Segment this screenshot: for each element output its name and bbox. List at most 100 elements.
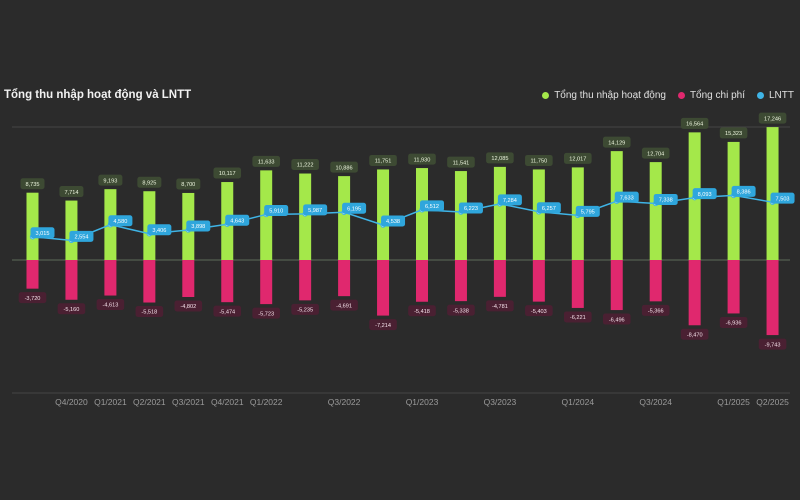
profit-data-label-bg xyxy=(30,227,55,239)
legend-dot-profit xyxy=(757,92,764,99)
income-data-label: 17,246 xyxy=(764,116,781,122)
cost-data-label-bg xyxy=(213,305,242,317)
income-data-label: 8,700 xyxy=(181,182,195,188)
profit-data-label-bg xyxy=(692,188,717,200)
cost-bar xyxy=(104,260,117,296)
cost-data-label-bg xyxy=(252,307,280,319)
income-data-label-bg xyxy=(176,178,201,190)
cost-data-label-bg xyxy=(719,316,748,328)
profit-data-label-bg xyxy=(420,200,444,212)
income-data-label: 11,633 xyxy=(258,160,275,166)
profit-data-label-bg xyxy=(225,214,250,226)
profit-data-label: 4,538 xyxy=(386,219,400,225)
income-data-label: 12,085 xyxy=(491,156,508,162)
income-data-label-bg xyxy=(20,178,45,190)
income-data-label: 12,017 xyxy=(569,157,586,163)
profit-data-label: 5,987 xyxy=(308,208,322,214)
legend-item-cost[interactable]: Tổng chi phí xyxy=(677,90,745,101)
cost-data-label: -5,366 xyxy=(648,309,664,315)
income-data-label-bg xyxy=(369,154,397,166)
legend-item-profit[interactable]: LNTT xyxy=(757,90,794,101)
income-data-label-bg xyxy=(408,153,436,165)
cost-data-label: -8,470 xyxy=(687,332,703,338)
profit-data-label: 3,898 xyxy=(191,224,205,230)
income-bar xyxy=(649,162,662,260)
profit-data-label: 4,643 xyxy=(230,218,244,224)
income-data-label: 11,751 xyxy=(375,159,392,165)
profit-data-label-bg xyxy=(614,191,639,203)
income-data-label: 14,129 xyxy=(608,140,625,146)
cost-bar xyxy=(454,260,467,302)
income-data-label-bg xyxy=(330,161,358,173)
cost-bar xyxy=(260,260,273,305)
income-bar xyxy=(727,141,740,260)
cost-bar xyxy=(571,260,584,308)
income-data-label-bg xyxy=(447,156,475,168)
cost-data-label: -4,691 xyxy=(336,303,352,309)
profit-data-label-bg xyxy=(497,194,522,206)
income-data-label-bg xyxy=(213,167,242,179)
income-data-label-bg xyxy=(525,154,553,166)
cost-data-label-bg xyxy=(680,328,709,340)
cost-data-label-bg xyxy=(447,304,475,316)
income-data-label: 11,541 xyxy=(453,160,470,166)
x-tick-label: Q3/2024 xyxy=(639,397,672,407)
cost-bar xyxy=(610,260,623,311)
profit-data-label: 5,795 xyxy=(581,210,595,216)
cost-data-label-bg xyxy=(291,303,319,315)
profit-data-label-bg xyxy=(69,230,94,242)
income-bar xyxy=(416,168,428,260)
income-data-label-bg xyxy=(564,152,592,164)
cost-data-label-bg xyxy=(564,311,592,323)
chart-legend: Tổng thu nhập hoạt động Tổng chi phí LNT… xyxy=(542,90,794,101)
profit-data-label-bg xyxy=(186,220,211,232)
cost-bar xyxy=(649,260,662,302)
income-data-label-bg xyxy=(602,136,631,148)
profit-data-label-bg xyxy=(303,204,328,216)
profit-data-label-bg xyxy=(536,202,561,214)
income-data-label: 8,925 xyxy=(142,180,156,186)
cost-data-label-bg xyxy=(758,338,787,350)
profit-data-label: 7,633 xyxy=(620,195,634,201)
profit-data-label-bg xyxy=(108,215,133,227)
income-data-label-bg xyxy=(291,159,319,171)
x-tick-label: Q1/2021 xyxy=(94,397,127,407)
cost-bar xyxy=(143,260,156,303)
income-data-label-bg xyxy=(252,155,280,167)
x-tick-label: Q2/2021 xyxy=(133,397,166,407)
income-data-label: 10,886 xyxy=(336,165,353,171)
cost-data-label-bg xyxy=(135,306,164,318)
profit-data-label-bg xyxy=(575,205,600,217)
cost-bar xyxy=(416,260,428,302)
profit-data-label-bg xyxy=(731,185,756,197)
cost-bar xyxy=(221,260,234,303)
profit-data-label: 7,503 xyxy=(776,196,790,202)
cost-bar xyxy=(338,260,351,297)
legend-label-profit: LNTT xyxy=(769,90,794,101)
legend-dot-cost xyxy=(677,92,685,99)
profit-data-label: 7,284 xyxy=(503,198,517,204)
cost-data-label: -5,723 xyxy=(258,311,274,317)
income-data-label: 10,117 xyxy=(219,171,236,177)
cost-data-label-bg xyxy=(174,300,203,312)
income-bar xyxy=(377,169,390,260)
cost-data-label-bg xyxy=(525,305,553,317)
legend-label-income: Tổng thu nhập hoạt động xyxy=(554,90,666,101)
x-tick-label: Q4/2020 xyxy=(55,397,88,407)
income-bar xyxy=(338,176,351,260)
chart-title: Tổng thu nhập hoạt động và LNTT xyxy=(4,89,192,101)
income-data-label: 11,222 xyxy=(297,163,314,169)
cost-data-label-bg xyxy=(57,303,86,315)
cost-data-label: -6,221 xyxy=(570,315,586,321)
legend-item-income[interactable]: Tổng thu nhập hoạt động xyxy=(542,90,666,101)
cost-data-label: -3,720 xyxy=(25,296,41,302)
income-bar xyxy=(454,171,467,260)
cost-data-label: -5,403 xyxy=(531,309,547,315)
income-bar xyxy=(26,192,39,260)
profit-data-label: 5,910 xyxy=(269,209,283,215)
income-bar xyxy=(65,200,78,260)
income-bar xyxy=(299,173,312,260)
cost-data-label: -4,781 xyxy=(492,304,508,310)
profit-data-label-bg xyxy=(653,193,678,205)
